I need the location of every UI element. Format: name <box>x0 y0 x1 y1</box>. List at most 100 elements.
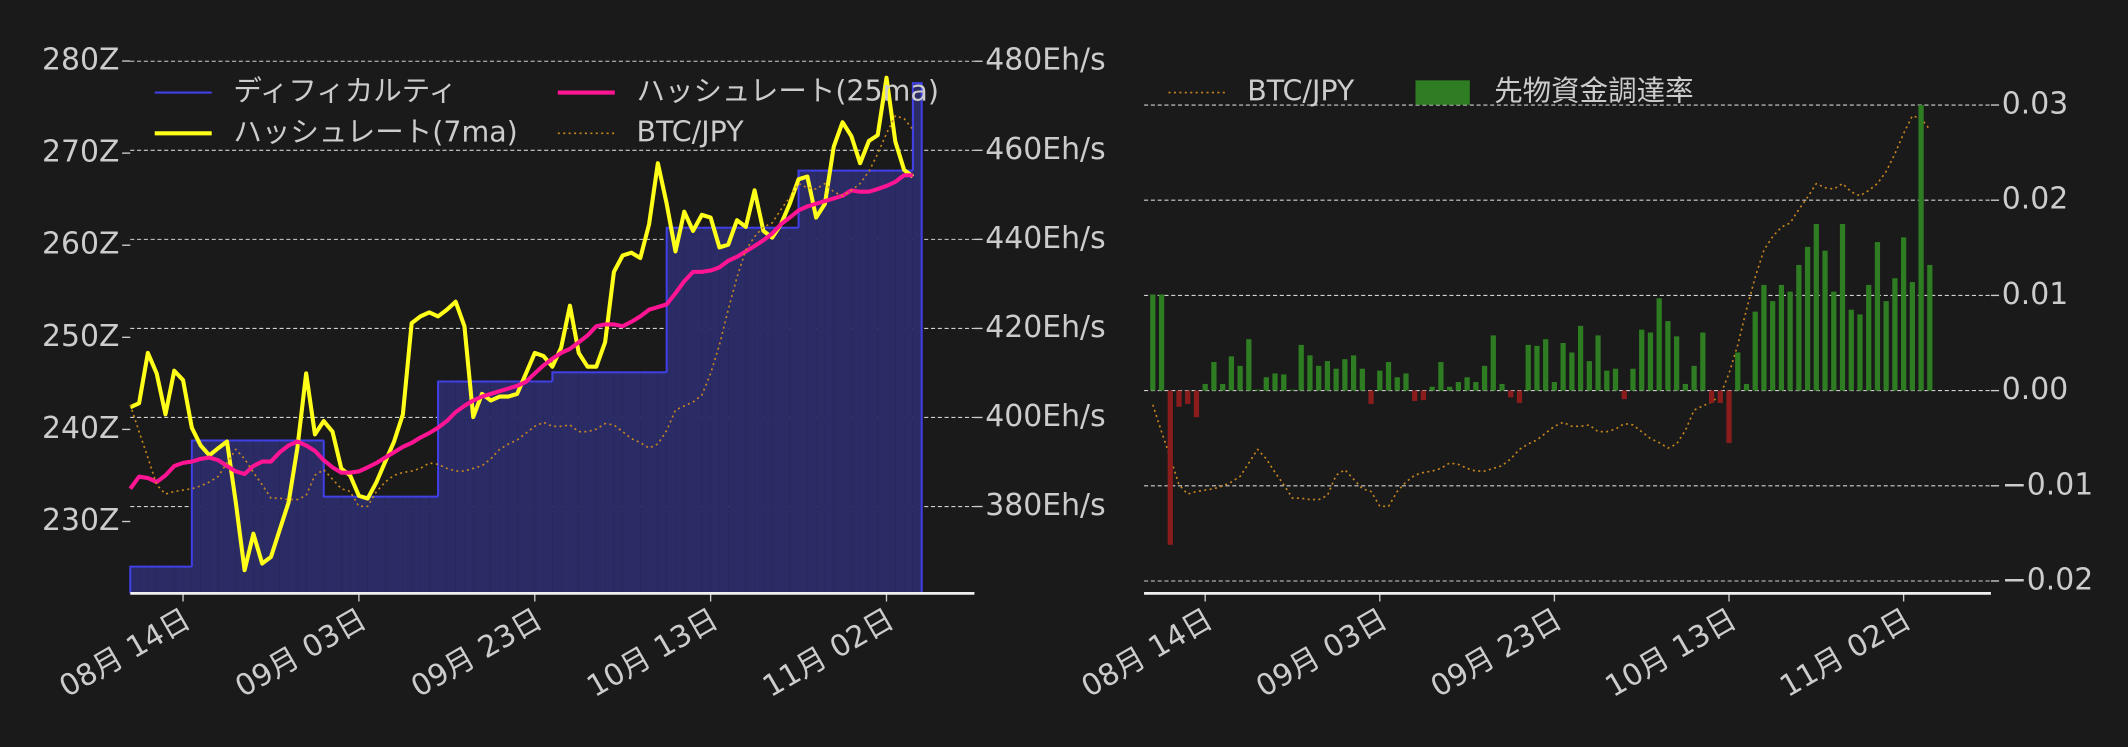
funding-bar <box>1193 390 1200 418</box>
difficulty-area <box>904 170 913 594</box>
funding-bar <box>1586 361 1592 391</box>
funding-bar <box>1612 368 1619 391</box>
funding-bar <box>1185 390 1191 404</box>
difficulty-step <box>911 82 923 594</box>
difficulty-area <box>306 440 315 594</box>
funding-bar <box>1761 284 1767 391</box>
difficulty-area <box>227 440 236 594</box>
funding-bar <box>1883 301 1889 391</box>
legend-label: ハッシュレート(25ma) <box>637 75 940 108</box>
funding-bar <box>1726 390 1732 443</box>
difficulty-area <box>657 372 667 594</box>
funding-bar <box>1272 373 1278 391</box>
difficulty-area <box>816 170 825 594</box>
funding-bar <box>1464 377 1470 391</box>
difficulty-area <box>350 496 359 594</box>
difficulty-area <box>482 381 491 594</box>
funding-bar <box>1543 339 1549 391</box>
difficulty-area <box>622 372 632 594</box>
funding-bar <box>1377 370 1383 391</box>
difficulty-area <box>798 170 808 594</box>
funding-bar <box>1455 382 1461 391</box>
funding-bar <box>1211 362 1217 391</box>
funding-bar <box>1447 386 1453 391</box>
funding-bar <box>1158 294 1165 391</box>
legend-label: ディフィカルティ <box>233 75 457 108</box>
y-tick-label: 460Eh/s <box>985 132 1105 167</box>
funding-bar <box>1385 362 1392 391</box>
legend-swatch <box>1415 80 1470 105</box>
difficulty-area <box>728 227 738 594</box>
difficulty-area <box>367 496 377 594</box>
funding-bar <box>1691 365 1697 391</box>
difficulty-area <box>587 372 597 594</box>
difficulty-area <box>675 227 685 594</box>
difficulty-step <box>437 380 447 497</box>
difficulty-area <box>209 440 219 594</box>
funding-bar <box>1813 224 1819 391</box>
difficulty-area <box>763 227 773 594</box>
difficulty-area <box>183 566 192 594</box>
difficulty-area <box>358 496 368 594</box>
difficulty-area <box>578 372 588 594</box>
difficulty-area <box>569 372 579 594</box>
difficulty-area <box>842 170 852 594</box>
difficulty-area <box>745 227 755 594</box>
difficulty-area <box>218 440 228 594</box>
funding-bar <box>1281 374 1287 391</box>
y-tick-label: 440Eh/s <box>985 221 1105 256</box>
difficulty-area <box>525 381 535 594</box>
funding-bar <box>1263 377 1269 391</box>
y-tick-label: −0.01 <box>2002 467 2093 502</box>
legend-label: 先物資金調達率 <box>1494 75 1693 108</box>
difficulty-area <box>508 381 518 594</box>
funding-bar <box>1577 325 1584 391</box>
y-tick-label: 280Z <box>42 43 119 78</box>
difficulty-area <box>833 170 843 594</box>
difficulty-area <box>341 496 351 594</box>
difficulty-area <box>191 440 201 594</box>
difficulty-step <box>129 565 140 594</box>
funding-bar <box>1412 390 1418 402</box>
difficulty-area <box>561 372 570 594</box>
difficulty-area <box>631 372 641 594</box>
difficulty-area <box>139 566 148 594</box>
difficulty-area <box>701 227 711 594</box>
funding-bar <box>1534 345 1540 391</box>
difficulty-area <box>156 566 166 594</box>
chart-panel: 230Z 240Z 250Z 260Z 270Z 280Z 380Eh/s 400Eh/s 42… <box>42 43 1106 705</box>
funding-bar <box>1735 352 1741 391</box>
difficulty-area <box>262 440 271 594</box>
difficulty-area <box>174 566 184 594</box>
funding-bar <box>1848 309 1854 391</box>
difficulty-area <box>640 372 650 594</box>
y-tick-label: 0.03 <box>2002 87 2068 122</box>
difficulty-area <box>807 170 817 594</box>
difficulty-area <box>490 381 500 594</box>
funding-bar <box>1822 250 1828 391</box>
difficulty-area <box>912 83 922 594</box>
funding-bar <box>1778 284 1785 391</box>
funding-bar <box>1804 246 1811 391</box>
funding-bar <box>1901 237 1907 391</box>
funding-bar <box>1927 264 1933 391</box>
difficulty-area <box>147 566 157 594</box>
difficulty-area <box>789 227 799 594</box>
funding-bar <box>1656 298 1662 391</box>
difficulty-area <box>851 170 861 594</box>
funding-bar <box>1918 105 1924 391</box>
difficulty-area <box>772 227 781 594</box>
legend-label: BTC/JPY <box>1247 75 1355 108</box>
difficulty-area <box>710 227 720 594</box>
difficulty-area <box>402 496 412 594</box>
funding-bar <box>1682 383 1688 391</box>
funding-bar <box>1167 390 1173 545</box>
funding-bar <box>1752 311 1758 391</box>
funding-bar <box>1473 382 1479 391</box>
difficulty-area <box>244 440 254 594</box>
difficulty-area <box>235 440 245 594</box>
legend-label: ハッシュレート(7ma) <box>233 115 517 148</box>
funding-bar <box>1237 365 1243 391</box>
